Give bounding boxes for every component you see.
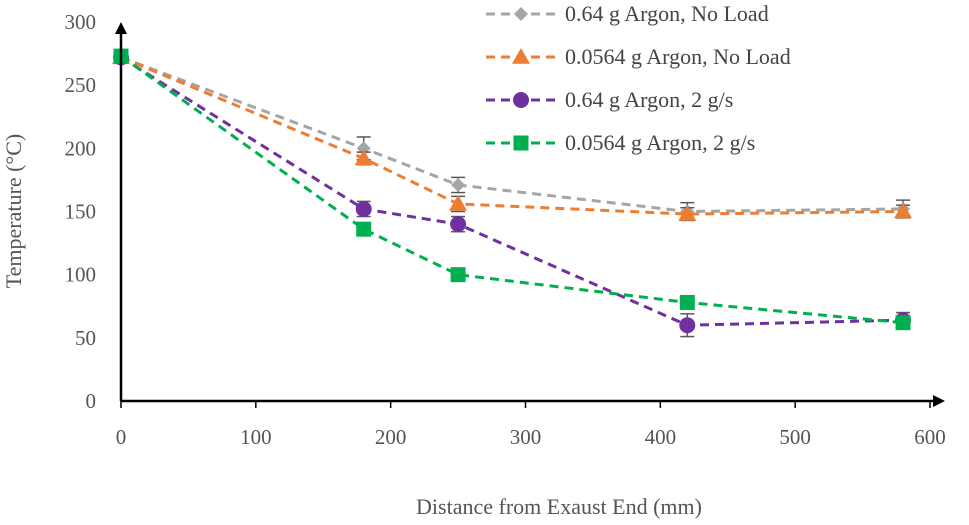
data-point-marker xyxy=(356,222,371,237)
legend-label: 0.64 g Argon, No Load xyxy=(565,1,769,26)
data-point-marker xyxy=(356,201,372,217)
x-tick-label: 100 xyxy=(240,425,272,449)
series-layer xyxy=(112,48,912,336)
legend-entry: 0.64 g Argon, 2 g/s xyxy=(486,87,733,112)
series-line xyxy=(121,57,903,325)
data-point-marker xyxy=(513,92,529,108)
data-point-marker xyxy=(680,295,695,310)
data-point-marker xyxy=(514,136,529,151)
temperature-line-chart: 0 50 100 150 200 250 300 0 100 200 300 400 500 600 Di… xyxy=(0,0,969,525)
y-axis-title: Temperature (°C) xyxy=(1,134,26,288)
y-tick-label: 50 xyxy=(75,326,96,350)
data-point-marker xyxy=(512,48,530,64)
legend-label: 0.0564 g Argon, 2 g/s xyxy=(565,130,755,155)
y-tick-label: 150 xyxy=(65,200,97,224)
x-axis-title: Distance from Exaust End (mm) xyxy=(416,494,702,519)
y-tick-label: 200 xyxy=(65,136,97,160)
x-tick-label: 400 xyxy=(645,425,677,449)
series-line xyxy=(121,57,903,214)
legend-entry: 0.0564 g Argon, 2 g/s xyxy=(486,130,755,155)
data-point-marker xyxy=(514,7,528,21)
x-tick-label: 0 xyxy=(116,425,127,449)
data-point-marker xyxy=(896,315,911,330)
series-line xyxy=(121,57,903,211)
legend-entry: 0.64 g Argon, No Load xyxy=(486,1,769,26)
series-4 xyxy=(114,49,911,331)
data-point-marker xyxy=(451,267,466,282)
y-tick-label: 100 xyxy=(65,263,97,287)
y-tick-label: 0 xyxy=(86,389,97,413)
legend-entry: 0.0564 g Argon, No Load xyxy=(486,44,791,69)
x-axis-arrowhead xyxy=(933,395,945,407)
legend: 0.64 g Argon, No Load 0.0564 g Argon, No … xyxy=(486,1,791,155)
series-3 xyxy=(113,49,911,336)
x-tick-label: 200 xyxy=(375,425,407,449)
tick-layer: 0 50 100 150 200 250 300 0 100 200 300 400 500 600 xyxy=(65,10,946,449)
legend-label: 0.64 g Argon, 2 g/s xyxy=(565,87,733,112)
x-tick-label: 600 xyxy=(914,425,946,449)
x-tick-label: 500 xyxy=(779,425,811,449)
y-tick-label: 300 xyxy=(65,10,97,34)
x-tick-label: 300 xyxy=(510,425,542,449)
y-axis-arrowhead xyxy=(115,22,127,34)
legend-label: 0.0564 g Argon, No Load xyxy=(565,44,791,69)
data-point-marker xyxy=(679,317,695,333)
series-line xyxy=(121,56,903,323)
y-tick-label: 250 xyxy=(65,73,97,97)
data-point-marker xyxy=(451,178,465,192)
axes-layer xyxy=(115,22,945,407)
data-point-marker xyxy=(449,195,467,211)
data-point-marker xyxy=(450,216,466,232)
